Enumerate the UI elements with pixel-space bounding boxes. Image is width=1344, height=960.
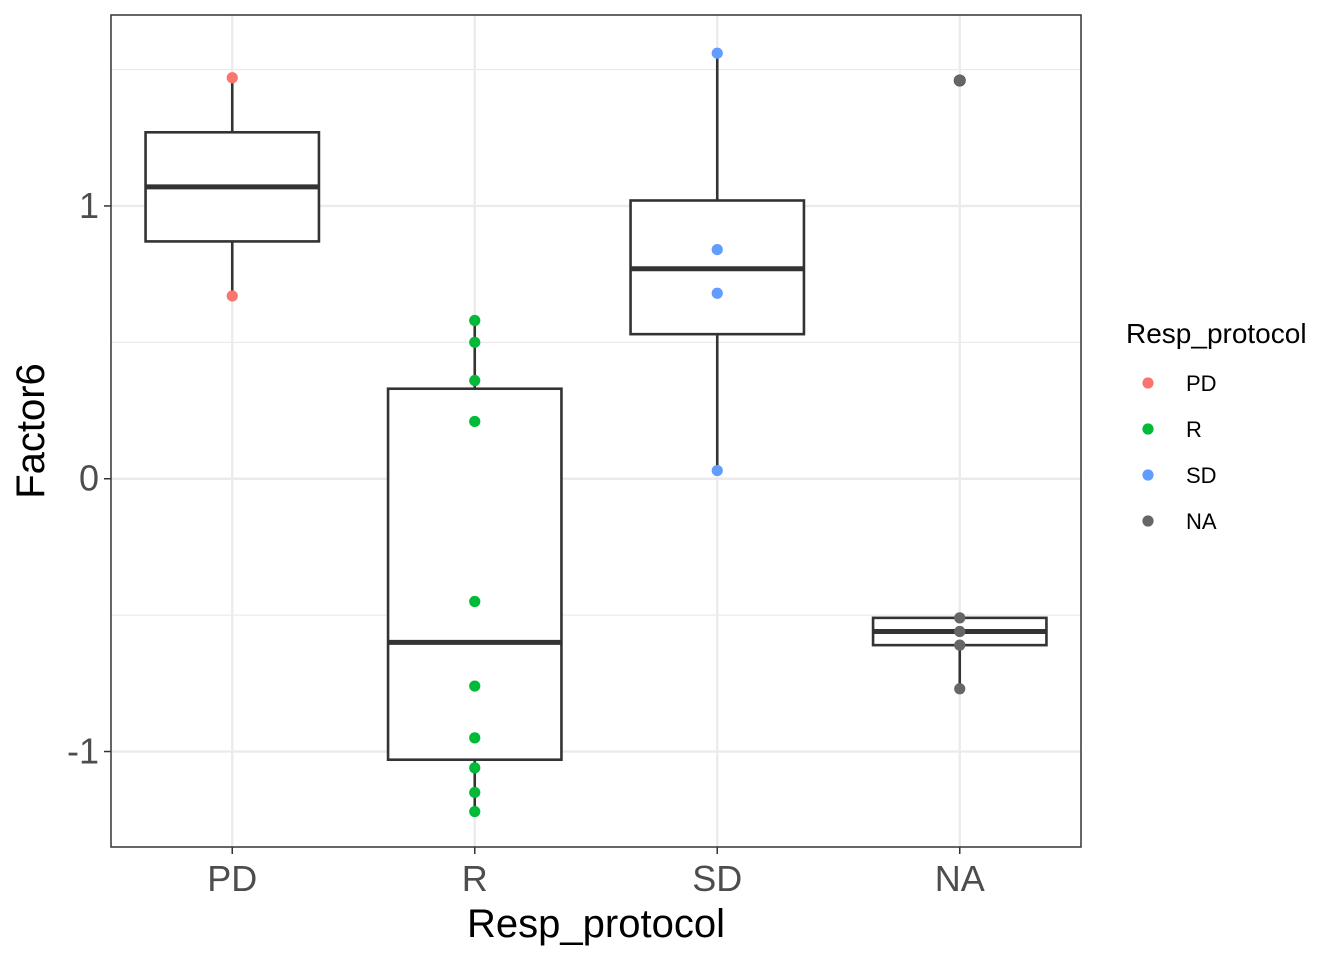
data-point-sd	[711, 287, 723, 299]
data-point-sd	[711, 47, 723, 59]
data-point-r	[469, 415, 481, 428]
box-sd	[629, 53, 806, 471]
data-point-r	[469, 374, 481, 387]
data-point-na	[954, 683, 966, 695]
legend: Resp_protocol PD R SD NA	[1126, 318, 1307, 534]
data-point-pd	[226, 290, 238, 302]
data-point-sd	[711, 243, 723, 256]
data-point-na	[954, 639, 966, 651]
data-point-r	[469, 336, 481, 348]
legend-key-na	[1142, 515, 1154, 527]
x-tick-label: SD	[692, 858, 742, 899]
y-tick-label: 1	[79, 185, 99, 226]
x-axis: PD R SD NA	[207, 847, 985, 899]
x-axis-title: Resp_protocol	[467, 902, 725, 946]
data-point-na	[954, 74, 966, 87]
data-point-pd	[226, 72, 238, 84]
data-points	[226, 47, 966, 818]
box-r	[386, 320, 563, 812]
data-point-r	[469, 732, 481, 744]
y-axis-title: Factor6	[9, 363, 53, 499]
legend-entries: PD R SD NA	[1142, 371, 1217, 534]
data-point-r	[469, 314, 481, 327]
data-point-na	[954, 612, 966, 624]
x-tick-label: R	[462, 858, 488, 899]
data-point-r	[469, 786, 481, 799]
grid-minor	[111, 68, 1081, 616]
data-point-r	[469, 762, 481, 774]
data-point-r	[469, 680, 481, 692]
data-point-na	[954, 625, 966, 638]
plot-panel	[110, 14, 1082, 848]
y-tick-label: -1	[67, 731, 99, 772]
y-axis: -1 0 1	[67, 185, 111, 772]
legend-key-r	[1142, 423, 1154, 435]
y-tick-label: 0	[79, 458, 99, 499]
legend-label: SD	[1186, 463, 1217, 488]
box-pd	[144, 77, 321, 296]
data-point-sd	[711, 464, 723, 477]
boxes	[144, 53, 1048, 812]
data-point-r	[469, 805, 481, 818]
legend-label: NA	[1186, 509, 1217, 534]
data-point-r	[469, 595, 481, 608]
legend-title: Resp_protocol	[1126, 318, 1307, 349]
x-tick-label: PD	[207, 858, 257, 899]
legend-key-sd	[1142, 469, 1154, 481]
legend-label: PD	[1186, 371, 1217, 396]
plot-panel-border	[110, 14, 1082, 848]
box-body	[386, 387, 563, 762]
legend-key-pd	[1142, 377, 1154, 389]
legend-label: R	[1186, 417, 1202, 442]
x-tick-label: NA	[935, 858, 985, 899]
